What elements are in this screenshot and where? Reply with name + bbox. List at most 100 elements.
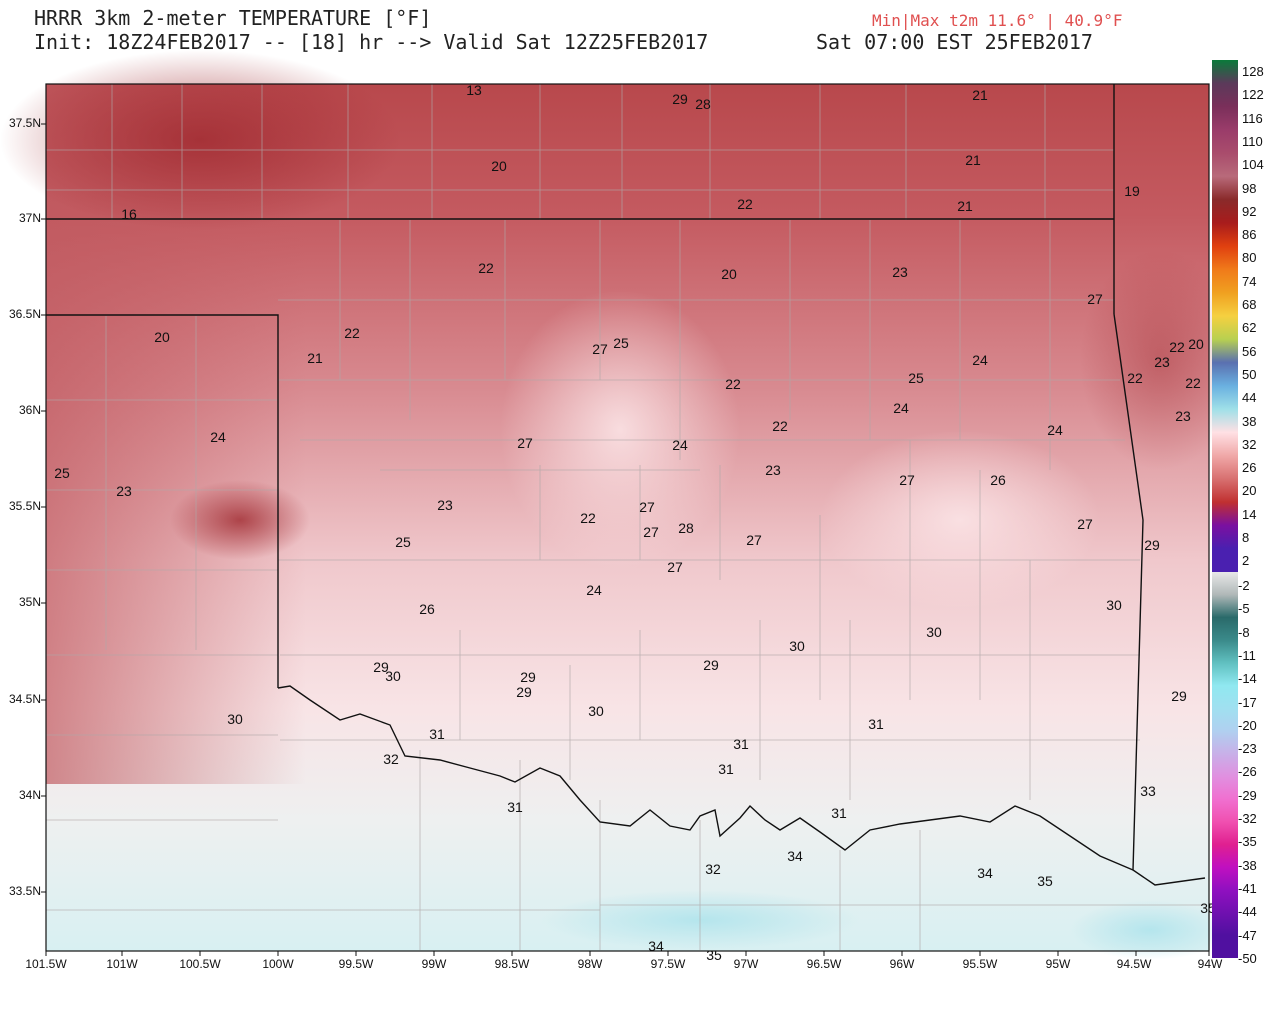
station-value: 27 <box>899 472 915 488</box>
station-value: 30 <box>227 711 243 727</box>
station-value: 27 <box>667 559 683 575</box>
colorbar-tick-label: 32 <box>1242 436 1257 452</box>
station-value: 26 <box>419 601 435 617</box>
station-value: 32 <box>383 751 399 767</box>
warm-plume-east <box>820 430 1100 610</box>
station-value: 28 <box>678 520 694 536</box>
station-value: 23 <box>437 497 453 513</box>
colorbar-tick-label: -38 <box>1238 857 1257 873</box>
lon-label: 97W <box>733 957 759 971</box>
station-value: 35 <box>1037 873 1053 889</box>
station-value: 29 <box>1144 537 1160 553</box>
colorbar-positive <box>1212 60 1238 572</box>
station-value: 21 <box>957 198 973 214</box>
colorbar-tick-label: 62 <box>1242 320 1257 336</box>
lat-label: 37.5N <box>8 116 41 130</box>
station-value: 30 <box>926 624 942 640</box>
station-value: 22 <box>737 196 753 212</box>
station-value: 25 <box>613 335 629 351</box>
station-value: 31 <box>718 761 734 777</box>
colorbar-negative <box>1212 572 1238 958</box>
state-boundaries <box>46 84 1206 886</box>
lon-label: 95.5W <box>962 957 998 971</box>
colorbar-tick-label: -47 <box>1238 927 1257 943</box>
station-value: 33 <box>1140 783 1156 799</box>
colorbar-tick-label: 74 <box>1242 273 1257 289</box>
mild-spot-se <box>1070 900 1230 960</box>
lat-label: 34N <box>18 788 41 802</box>
colorbar-tick-label: -17 <box>1238 694 1257 710</box>
station-value: 22 <box>1185 375 1201 391</box>
colorbar-tick-label: 68 <box>1242 297 1257 312</box>
station-value: 34 <box>648 938 664 954</box>
colorbar-tick-label: -20 <box>1238 717 1257 733</box>
station-value: 27 <box>517 435 533 451</box>
station-value: 35 <box>706 947 722 963</box>
station-value: 24 <box>210 429 226 445</box>
lon-label: 98.5W <box>494 957 530 971</box>
station-value: 22 <box>772 418 788 434</box>
colorbar-tick-label: -8 <box>1238 624 1250 640</box>
lat-label: 36N <box>18 403 41 417</box>
colorbar-tick-label: -41 <box>1238 880 1257 896</box>
colorbar-tick-label: 128 <box>1242 64 1264 79</box>
station-value: 29 <box>672 91 688 107</box>
lon-label: 99.5W <box>338 957 374 971</box>
lon-label: 94.5W <box>1116 957 1152 971</box>
station-value: 31 <box>831 805 847 821</box>
station-value: 23 <box>1175 408 1191 424</box>
lat-label: 33.5N <box>8 884 41 898</box>
station-value: 24 <box>893 400 909 416</box>
colorbar-tick-label: 56 <box>1242 343 1257 359</box>
colorbar-tick-label: 92 <box>1242 203 1257 219</box>
colorbar-tick-label: 116 <box>1242 110 1263 126</box>
station-value: 22 <box>478 260 494 276</box>
init-valid-line: Init: 18Z24FEB2017 -- [18] hr --> Valid … <box>34 30 709 54</box>
station-value: 31 <box>733 736 749 752</box>
lon-label: 101.5W <box>25 957 67 971</box>
station-value: 22 <box>580 510 596 526</box>
station-value: 22 <box>725 376 741 392</box>
colorbar-tick-label: -11 <box>1238 647 1256 663</box>
colorbar-tick-label: -44 <box>1238 904 1257 920</box>
lat-label: 35.5N <box>8 499 41 513</box>
station-value: 34 <box>787 848 803 864</box>
colorbar-tick-label: -2 <box>1238 578 1250 593</box>
colorbar-tick-label: 104 <box>1242 157 1264 173</box>
station-value: 30 <box>1106 597 1122 613</box>
colorbar-tick-label: -29 <box>1238 787 1257 803</box>
station-value: 20 <box>1188 336 1204 352</box>
colorbar-tick-label: -14 <box>1238 671 1257 687</box>
local-valid-time: Sat 07:00 EST 25FEB2017 <box>816 30 1093 54</box>
county-lines <box>46 84 1205 950</box>
station-value: 22 <box>1127 370 1143 386</box>
station-value: 24 <box>672 437 688 453</box>
station-value: 32 <box>705 861 721 877</box>
station-value: 28 <box>695 96 711 112</box>
lon-label: 100.5W <box>179 957 221 971</box>
cold-spot-w <box>170 480 310 560</box>
station-value: 20 <box>721 266 737 282</box>
lat-label: 35N <box>18 595 41 609</box>
colorbar-tick-label: 14 <box>1242 506 1257 522</box>
min-max-readout: Min|Max t2m 11.6° | 40.9°F <box>872 11 1123 30</box>
cold-spot-nw <box>0 50 400 230</box>
station-value: 23 <box>116 483 132 499</box>
colorbar-tick-label: -32 <box>1238 811 1257 826</box>
station-value: 27 <box>1087 291 1103 307</box>
warm-plume-central <box>500 290 740 570</box>
station-value: 29 <box>520 669 536 685</box>
station-value: 27 <box>1077 516 1093 532</box>
station-value: 27 <box>592 341 608 357</box>
station-value: 25 <box>908 370 924 386</box>
colorbar-tick-label: 2 <box>1242 553 1250 569</box>
station-value: 29 <box>703 657 719 673</box>
lon-label: 94W <box>1197 957 1223 971</box>
lon-label: 95W <box>1045 957 1071 971</box>
station-value: 21 <box>965 152 981 168</box>
station-value: 21 <box>972 87 988 103</box>
station-value: 16 <box>121 206 137 222</box>
colorbar-tick-label: -35 <box>1238 834 1257 850</box>
station-value: 25 <box>395 534 411 550</box>
